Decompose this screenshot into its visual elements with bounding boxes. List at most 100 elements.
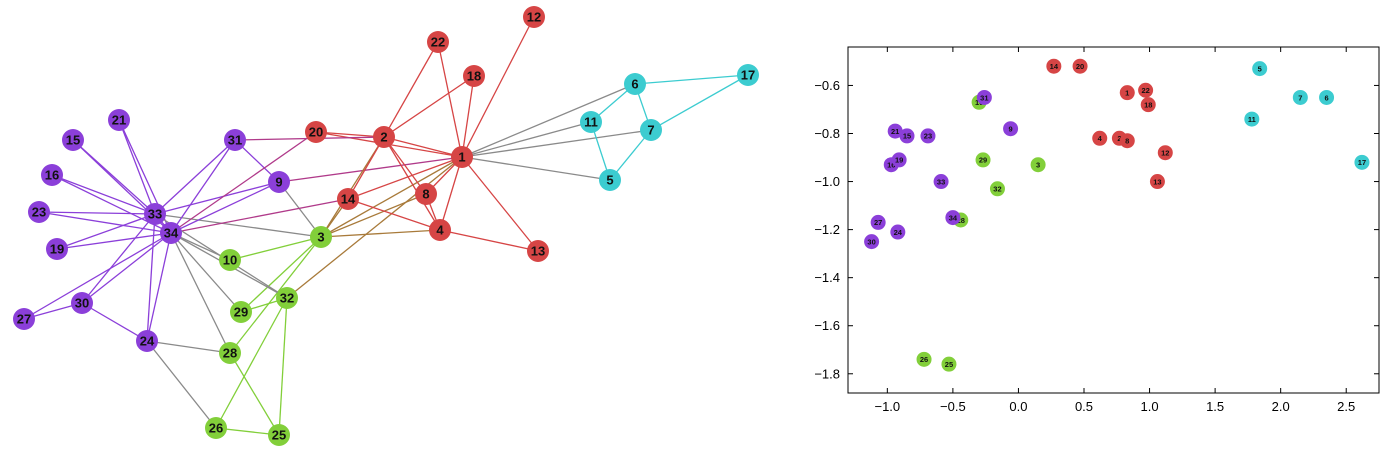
scatter-point-12: 12 <box>1157 145 1173 161</box>
graph-node-label: 2 <box>380 130 387 145</box>
graph-node-circle <box>268 424 290 446</box>
scatter-point-marker <box>899 128 915 144</box>
edge-31-34 <box>170 139 236 234</box>
graph-node-label: 21 <box>112 113 126 128</box>
edge-1-2 <box>383 136 463 158</box>
edge-2-22 <box>383 41 439 138</box>
scatter-point-label: 34 <box>949 213 958 222</box>
edge-1-12 <box>461 16 535 158</box>
y-tick-label: −1.2 <box>814 222 840 237</box>
graph-node-label: 25 <box>272 428 286 443</box>
edge-9-33 <box>154 181 280 215</box>
scatter-point-marker <box>890 224 906 240</box>
graph-node-21: 21 <box>108 109 130 131</box>
graph-node-circle <box>624 73 646 95</box>
scatter-point-label: 23 <box>924 132 932 141</box>
scatter-point-33: 33 <box>933 174 949 190</box>
scatter-point-label: 30 <box>867 237 875 246</box>
edge-30-33 <box>81 213 156 304</box>
scatter-point-27: 27 <box>870 214 886 230</box>
edge-3-28 <box>229 236 322 354</box>
scatter-points: 1234567891011121314151617181920212223242… <box>864 58 1370 372</box>
edge-19-33 <box>56 213 156 250</box>
scatter-point-label: 26 <box>920 355 928 364</box>
scatter-point-13: 13 <box>1149 174 1165 190</box>
graph-node-circle <box>599 169 621 191</box>
graph-nodes: 123 4567891011121314151617181920212223242… <box>13 6 759 446</box>
graph-node-2: 2 <box>373 126 395 148</box>
graph-node-7: 7 <box>640 119 662 141</box>
scatter-point-label: 9 <box>1008 124 1012 133</box>
scatter-point-label: 1 <box>1125 88 1129 97</box>
edge-1-3 <box>320 156 463 238</box>
scatter-point-marker <box>1244 111 1260 127</box>
graph-node-circle <box>71 292 93 314</box>
scatter-point-31: 31 <box>976 89 992 105</box>
graph-node-circle <box>640 119 662 141</box>
x-axis: −1.0 −0.5 0.0 0.5 1.0 1.5 2.0 2.5 <box>874 47 1355 414</box>
edge-21-33 <box>118 119 156 215</box>
scatter-point-label: 15 <box>903 132 911 141</box>
scatter-point-label: 21 <box>891 127 899 136</box>
edge-3-33 <box>154 213 322 238</box>
graph-node-label: 34 <box>164 226 179 241</box>
graph-node-32: 32 <box>276 287 298 309</box>
scatter-point-label: 4 <box>1098 134 1103 143</box>
edge-4-14 <box>347 198 441 231</box>
scatter-point-30: 30 <box>864 234 880 250</box>
graph-node-label: 23 <box>32 205 46 220</box>
scatter-point-marker <box>1030 157 1046 173</box>
edge-28-34 <box>170 232 231 354</box>
scatter-point-label: 18 <box>1144 100 1152 109</box>
scatter-point-18: 18 <box>1140 97 1156 113</box>
scatter-point-26: 26 <box>916 351 932 367</box>
edge-7-17 <box>650 74 749 131</box>
graph-node-6: 6 <box>624 73 646 95</box>
graph-node-circle <box>136 330 158 352</box>
edge-1-14 <box>347 156 463 200</box>
edge-2-8 <box>383 136 427 195</box>
scatter-point-label: 16 <box>887 161 895 170</box>
graph-node-9: 9 <box>268 171 290 193</box>
graph-node-label: 31 <box>228 133 242 148</box>
edge-3-29 <box>240 236 322 313</box>
edge-1-18 <box>461 75 475 158</box>
graph-node-circle <box>28 201 50 223</box>
edge-25-32 <box>278 297 288 436</box>
graph-node-label: 19 <box>50 242 64 257</box>
edge-24-30 <box>81 302 148 342</box>
graph-node-circle <box>219 249 241 271</box>
scatter-point-marker <box>1354 154 1370 170</box>
graph-node-circle <box>224 129 246 151</box>
scatter-point-marker <box>941 356 957 372</box>
graph-node-circle <box>13 308 35 330</box>
scatter-point-marker <box>1119 133 1135 149</box>
scatter-point-label: 2 <box>1117 134 1121 143</box>
scatter-point-15: 15 <box>899 128 915 144</box>
scatter-point-label: 19 <box>895 156 903 165</box>
scatter-point-marker <box>1292 89 1308 105</box>
scatter-point-7: 7 <box>1292 89 1308 105</box>
edge-1-32 <box>286 156 463 299</box>
scatter-point-marker <box>1252 61 1268 77</box>
x-tick-label: 2.5 <box>1337 399 1355 414</box>
edge-6-17 <box>634 74 749 85</box>
edge-27-34 <box>23 232 172 320</box>
edge-2-14 <box>347 136 385 200</box>
graph-node-24: 24 <box>136 330 158 352</box>
edge-25-28 <box>229 352 280 436</box>
edge-2-4 <box>383 136 441 231</box>
scatter-point-marker <box>1072 58 1088 74</box>
scatter-point-20: 20 <box>1072 58 1088 74</box>
scatter-point-21: 21 <box>887 123 903 139</box>
graph-node-25: 25 <box>268 424 290 446</box>
edge-20-34 <box>170 131 317 234</box>
graph-node-circle <box>230 301 252 323</box>
scatter-point-label: 24 <box>894 228 903 237</box>
scatter-point-marker <box>891 152 907 168</box>
scatter-point-label: 20 <box>1076 62 1084 71</box>
y-tick-label: −1.4 <box>814 270 840 285</box>
graph-node-label: 10 <box>223 253 237 268</box>
graph-node-label: 13 <box>531 244 545 259</box>
scatter-point-label: 13 <box>1153 177 1161 186</box>
